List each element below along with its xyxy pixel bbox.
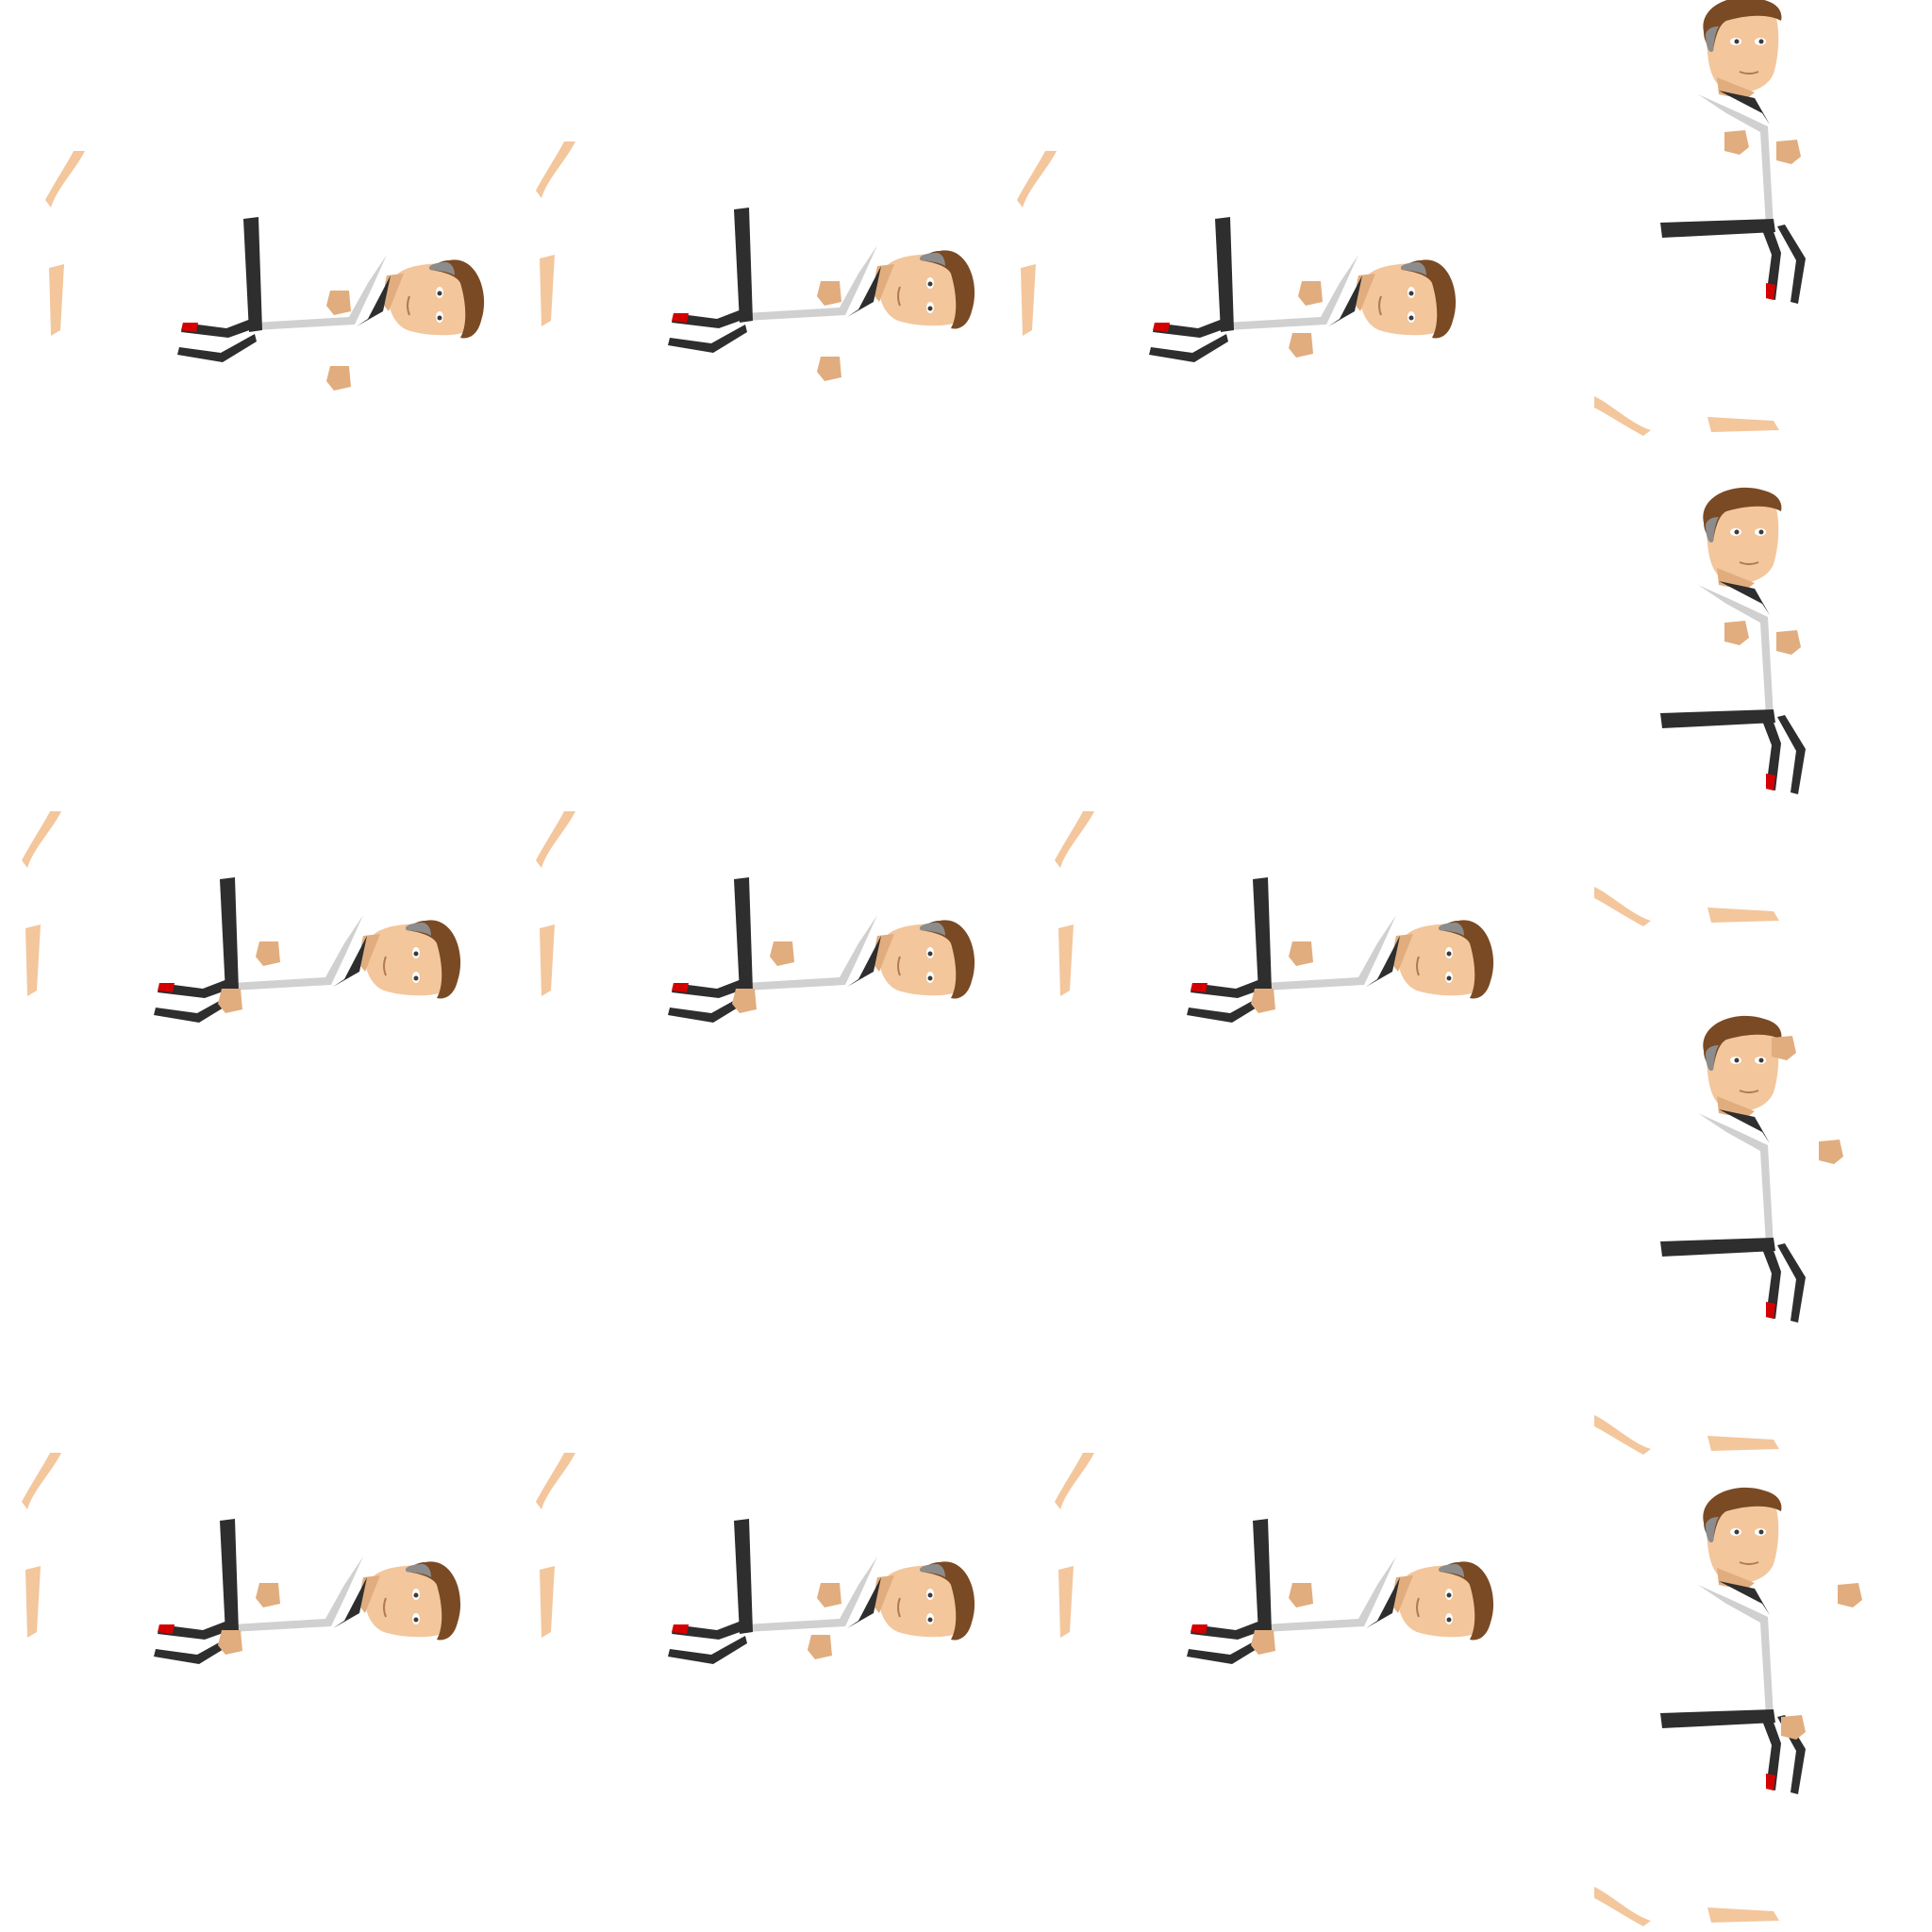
belt xyxy=(177,217,262,362)
belt xyxy=(668,208,753,353)
sprite-frame-f9 xyxy=(1055,1453,1494,1664)
head xyxy=(1353,259,1457,339)
fighter-sprite-upright-icon xyxy=(1594,1015,1843,1455)
legs xyxy=(1594,1415,1779,1455)
legs xyxy=(22,1453,61,1638)
arms xyxy=(1724,130,1801,164)
belt xyxy=(1660,1238,1806,1323)
belt xyxy=(1187,1519,1272,1664)
belt xyxy=(1149,217,1234,362)
arms xyxy=(1289,281,1323,358)
legs xyxy=(1594,887,1779,926)
head xyxy=(1391,1561,1494,1641)
torso xyxy=(255,255,391,338)
sprite-frame-f10 xyxy=(1594,0,1806,436)
head xyxy=(872,250,975,329)
arms xyxy=(1724,621,1801,655)
sprite-frame-f3 xyxy=(1017,151,1457,362)
sprite-frame-f11 xyxy=(1594,487,1806,926)
belt xyxy=(668,877,753,1023)
torso xyxy=(1698,91,1781,226)
head xyxy=(1703,1487,1782,1591)
fighter-sprite-lying-icon xyxy=(1055,811,1494,1023)
head xyxy=(381,259,485,339)
arms xyxy=(218,1583,280,1655)
legs xyxy=(22,811,61,996)
torso xyxy=(745,245,881,328)
legs xyxy=(1017,151,1057,336)
sprite-frame-f4 xyxy=(22,811,461,1023)
arms xyxy=(1772,1036,1843,1164)
belt xyxy=(668,1519,753,1664)
sprite-frame-f2 xyxy=(536,142,975,381)
torso xyxy=(231,1557,367,1640)
fighter-sprite-lying-icon xyxy=(1055,1453,1494,1664)
torso xyxy=(1264,1557,1400,1640)
legs xyxy=(536,142,575,326)
head xyxy=(358,920,461,999)
sprite-frame-f5 xyxy=(536,811,975,1023)
belt xyxy=(1660,219,1806,304)
fighter-sprite-lying-icon xyxy=(536,811,975,1023)
arms xyxy=(1251,1583,1313,1655)
legs xyxy=(536,1453,575,1638)
arms xyxy=(218,941,280,1013)
fighter-sprite-lying-icon xyxy=(1017,151,1457,362)
belt xyxy=(154,877,239,1023)
torso xyxy=(1698,581,1781,717)
fighter-sprite-upright-icon xyxy=(1594,1487,1862,1926)
arms xyxy=(817,281,841,381)
head xyxy=(1703,0,1782,100)
fighter-sprite-lying-icon xyxy=(45,151,485,391)
arms xyxy=(1251,941,1313,1013)
sprite-frame-f12 xyxy=(1594,1015,1843,1455)
legs xyxy=(1594,396,1779,436)
head xyxy=(1703,1015,1782,1119)
torso xyxy=(1698,1109,1781,1245)
torso xyxy=(1264,915,1400,998)
arms xyxy=(1781,1583,1862,1740)
torso xyxy=(1698,1581,1781,1717)
fighter-sprite-lying-icon xyxy=(536,142,975,381)
head xyxy=(872,920,975,999)
head xyxy=(872,1561,975,1641)
legs xyxy=(45,151,85,336)
fighter-sprite-lying-icon xyxy=(22,811,461,1023)
sprite-frame-f7 xyxy=(22,1453,461,1664)
arms xyxy=(326,291,351,391)
fighter-sprite-lying-icon xyxy=(22,1453,461,1664)
head xyxy=(358,1561,461,1641)
torso xyxy=(745,1557,881,1640)
legs xyxy=(1055,1453,1094,1638)
sprite-frame-f1 xyxy=(45,151,485,391)
arms xyxy=(732,941,794,1013)
legs xyxy=(536,811,575,996)
fighter-sprite-lying-icon xyxy=(536,1453,975,1664)
head xyxy=(1391,920,1494,999)
fighter-sprite-upright-icon xyxy=(1594,0,1806,436)
torso xyxy=(745,915,881,998)
fighter-sprite-upright-icon xyxy=(1594,487,1806,926)
torso xyxy=(231,915,367,998)
legs xyxy=(1594,1887,1779,1926)
sprite-frame-f6 xyxy=(1055,811,1494,1023)
sprite-frame-f8 xyxy=(536,1453,975,1664)
torso xyxy=(1226,255,1362,338)
belt xyxy=(1187,877,1272,1023)
belt xyxy=(1660,709,1806,794)
belt xyxy=(1660,1709,1806,1794)
belt xyxy=(154,1519,239,1664)
arms xyxy=(808,1583,841,1659)
legs xyxy=(1055,811,1094,996)
sprite-frame-f13 xyxy=(1594,1487,1862,1926)
head xyxy=(1703,487,1782,591)
